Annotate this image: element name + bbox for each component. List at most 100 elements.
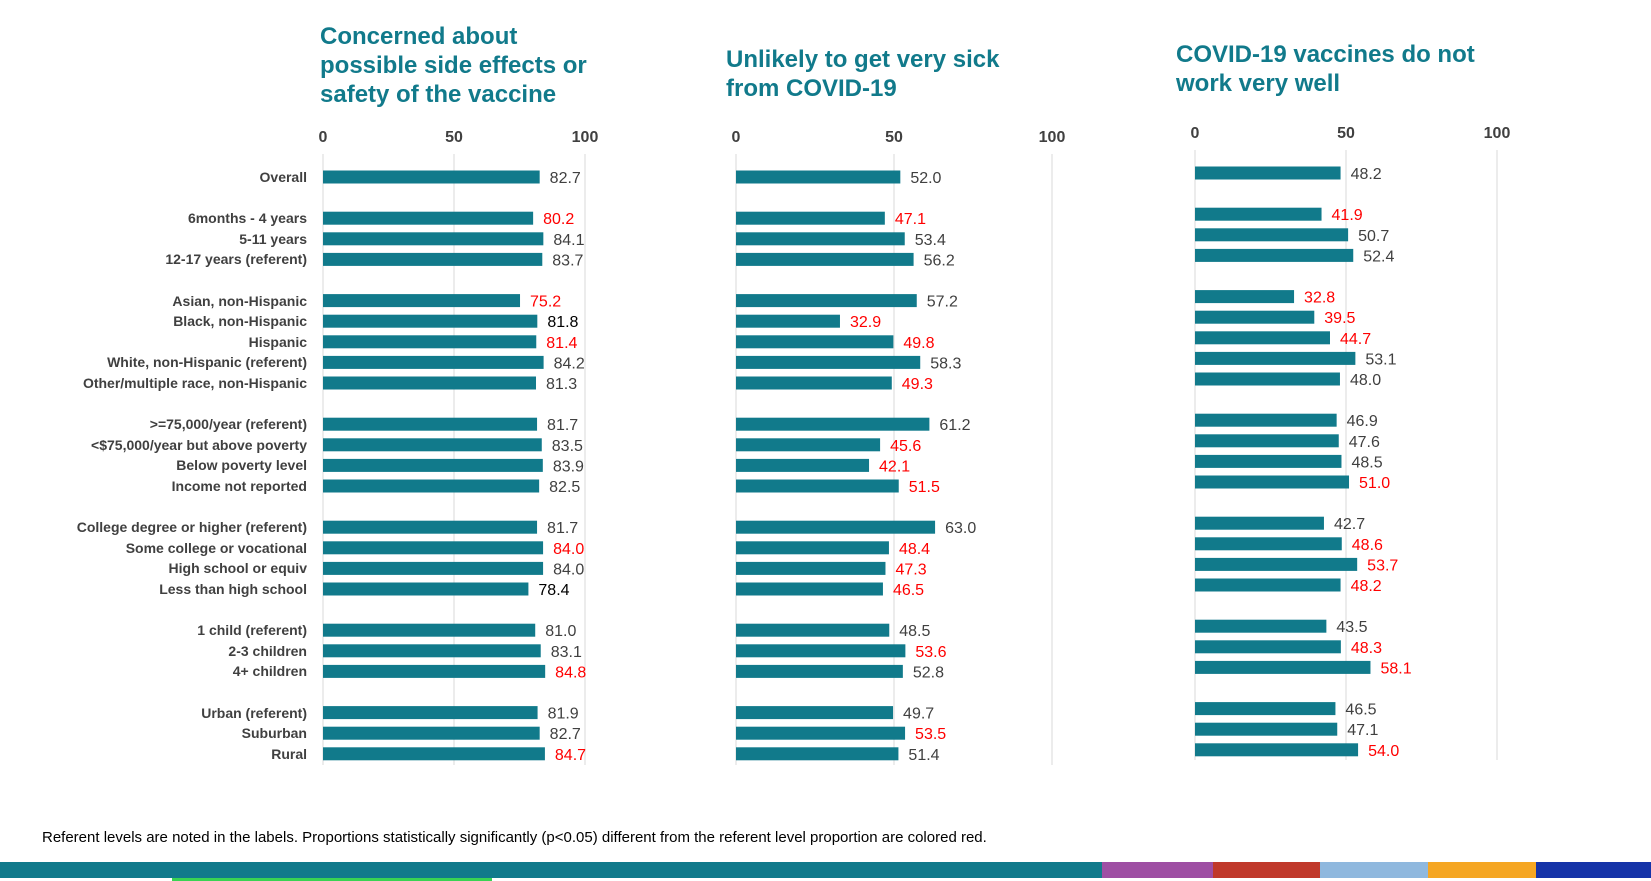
- data-label: 53.6: [915, 644, 946, 661]
- bar: [1195, 743, 1359, 757]
- bar: [323, 335, 537, 349]
- bar: [736, 170, 901, 184]
- data-label: 48.0: [1350, 372, 1381, 389]
- bar: [323, 355, 544, 369]
- bar: [323, 252, 543, 266]
- data-label: 53.7: [1367, 557, 1398, 574]
- tick-label: 0: [1191, 125, 1200, 142]
- bar: [736, 376, 892, 390]
- data-label: 84.2: [554, 355, 585, 372]
- data-label: 49.8: [903, 335, 934, 352]
- data-label: 81.0: [545, 623, 576, 640]
- bar: [1195, 434, 1339, 448]
- bar: [323, 644, 541, 658]
- data-label: 84.0: [553, 541, 584, 558]
- data-label: 52.4: [1363, 248, 1394, 265]
- row-label: Income not reported: [171, 478, 307, 494]
- data-label: 43.5: [1336, 619, 1367, 636]
- bar: [323, 623, 536, 637]
- row-label: 6months - 4 years: [187, 210, 307, 227]
- bar: [1195, 475, 1350, 489]
- data-label: 46.9: [1347, 413, 1378, 430]
- data-label: 52.0: [910, 170, 941, 187]
- data-label: 81.7: [547, 417, 578, 434]
- bar: [736, 623, 890, 637]
- footer-segment-blue: [1536, 862, 1651, 878]
- data-label: 49.7: [903, 706, 934, 723]
- panel-title-vaccines-dont-work: COVID-19 vaccines do not work very well: [1176, 41, 1475, 97]
- data-label: 53.4: [915, 232, 946, 249]
- data-label: 48.2: [1351, 166, 1382, 183]
- row-label: >=75,000/year (referent): [149, 416, 307, 433]
- bar: [736, 294, 917, 308]
- bar: [736, 314, 840, 328]
- bar: [736, 211, 885, 225]
- row-label: <$75,000/year but above poverty: [91, 436, 307, 453]
- data-label: 42.7: [1334, 516, 1365, 533]
- footer-segment-teal: [0, 862, 1102, 878]
- footer-accent-line: [172, 878, 492, 881]
- tick-label: 100: [572, 129, 599, 146]
- row-label: 12-17 years (referent): [165, 251, 307, 268]
- data-label: 81.7: [547, 520, 578, 537]
- data-label: 84.7: [555, 747, 586, 764]
- data-label: 41.9: [1332, 207, 1363, 224]
- data-label: 52.8: [913, 664, 944, 681]
- bar: [323, 726, 540, 740]
- bar: [736, 664, 903, 678]
- data-label: 48.4: [899, 541, 930, 558]
- row-label: High school or equiv: [168, 560, 307, 577]
- data-label: 53.1: [1365, 351, 1396, 368]
- bar: [1195, 207, 1322, 221]
- data-label: 45.6: [890, 438, 921, 455]
- data-label: 47.3: [895, 561, 926, 578]
- data-label: 51.4: [908, 747, 939, 764]
- data-label: 53.5: [915, 726, 946, 743]
- row-label: 2-3 children: [228, 642, 307, 659]
- bar: [323, 294, 521, 308]
- bar: [1195, 578, 1341, 592]
- bar: [1195, 537, 1342, 551]
- bar: [736, 232, 905, 246]
- footer-color-bar: [0, 862, 1651, 881]
- data-label: 49.3: [902, 376, 933, 393]
- row-label: Below poverty level: [176, 457, 307, 474]
- bar: [323, 706, 538, 720]
- bar: [1195, 413, 1337, 427]
- bar: [736, 582, 883, 596]
- bar: [1195, 310, 1315, 324]
- tick-label: 50: [445, 129, 463, 146]
- data-label: 82.7: [550, 726, 581, 743]
- bar: [1195, 640, 1341, 654]
- data-label: 47.1: [895, 211, 926, 228]
- bar: [736, 252, 914, 266]
- bar: [323, 747, 545, 761]
- bar: [323, 314, 538, 328]
- data-label: 58.3: [930, 355, 961, 372]
- row-label: 5-11 years: [239, 230, 307, 247]
- data-label: 42.1: [879, 458, 910, 475]
- row-label: Asian, non-Hispanic: [172, 292, 307, 309]
- row-label: Black, non-Hispanic: [173, 313, 307, 330]
- bar: [736, 541, 889, 555]
- data-label: 48.3: [1351, 640, 1382, 657]
- tick-label: 50: [1337, 125, 1355, 142]
- bar: [323, 561, 544, 575]
- bar: [736, 561, 886, 575]
- row-label: Urban (referent): [201, 704, 307, 721]
- bar: [736, 355, 921, 369]
- data-label: 54.0: [1368, 743, 1399, 760]
- bar: [1195, 702, 1336, 716]
- data-label: 75.2: [530, 294, 561, 311]
- bar: [736, 726, 906, 740]
- bar: [323, 170, 540, 184]
- tick-label: 0: [732, 129, 741, 146]
- data-label: 84.8: [555, 664, 586, 681]
- bar: [1195, 619, 1327, 633]
- bar: [1195, 557, 1358, 571]
- data-label: 80.2: [543, 211, 574, 228]
- bar: [1195, 290, 1295, 304]
- data-label: 81.4: [546, 335, 577, 352]
- data-label: 61.2: [939, 417, 970, 434]
- bar: [1195, 248, 1354, 262]
